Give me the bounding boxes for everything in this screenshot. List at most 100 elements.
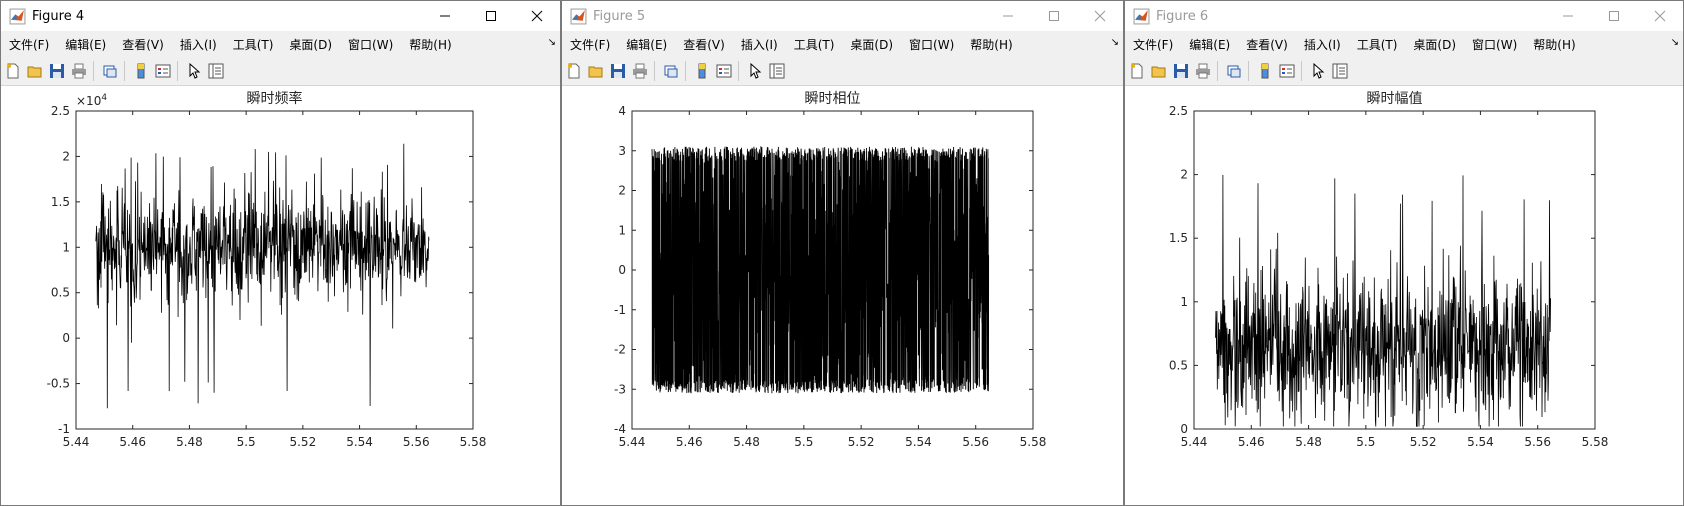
close-button[interactable] bbox=[1077, 1, 1123, 31]
figure-canvas[interactable]: 5.44 5.46 5.48 5.5 5.52 5.54 5.56 5.58 -1 -0.5 0 0.… bbox=[1, 86, 560, 505]
minimize-button[interactable] bbox=[985, 1, 1031, 31]
open-file-button[interactable] bbox=[1149, 61, 1169, 81]
insert-legend-button[interactable] bbox=[153, 61, 173, 81]
y-tick-label: 1.5 bbox=[1169, 231, 1188, 245]
menu-edit[interactable]: 编辑(E) bbox=[1189, 37, 1231, 52]
menu-view[interactable]: 查看(V) bbox=[683, 37, 725, 52]
y-tick-label: 4 bbox=[618, 104, 626, 118]
link-plot-button[interactable] bbox=[1224, 61, 1244, 81]
open-file-icon bbox=[27, 66, 42, 78]
property-inspector-button[interactable] bbox=[206, 61, 226, 81]
menu-bar: 文件(F) 编辑(E) 查看(V) 插入(I) 工具(T) 桌面(D) 窗口(W… bbox=[1125, 32, 1683, 56]
menu-help[interactable]: 帮助(H) bbox=[970, 37, 1013, 52]
save-button[interactable] bbox=[1171, 61, 1191, 81]
x-tick-label: 5.56 bbox=[1524, 435, 1551, 449]
new-figure-button[interactable] bbox=[1127, 61, 1147, 81]
menu-view[interactable]: 查看(V) bbox=[1246, 37, 1288, 52]
x-tick-label: 5.58 bbox=[1020, 435, 1047, 449]
menu-tools[interactable]: 工具(T) bbox=[793, 37, 835, 52]
menu-window[interactable]: 窗口(W) bbox=[909, 37, 955, 52]
title-bar[interactable]: Figure 6 bbox=[1125, 1, 1683, 31]
title-bar[interactable]: Figure 5 bbox=[562, 1, 1123, 31]
open-file-button[interactable] bbox=[25, 61, 45, 81]
insert-legend-button[interactable] bbox=[1277, 61, 1297, 81]
edit-plot-button[interactable] bbox=[184, 61, 204, 81]
x-tick-label: 5.46 bbox=[1238, 435, 1265, 449]
figure-canvas[interactable]: 5.44 5.46 5.48 5.5 5.52 5.54 5.56 5.58 -4 -3 -2 -1 0… bbox=[562, 86, 1123, 505]
link-plot-button[interactable] bbox=[100, 61, 120, 81]
y-tick-label: 0.5 bbox=[1169, 358, 1188, 372]
property-inspector-icon bbox=[769, 63, 785, 79]
toolbar-separator bbox=[1217, 61, 1218, 81]
series-line bbox=[1215, 174, 1551, 427]
menu-insert[interactable]: 插入(I) bbox=[179, 37, 217, 52]
figure-window-3: Figure 6 文件(F) 编辑(E) 查看(V) 插入(I) 工具(T) 桌… bbox=[1124, 0, 1684, 506]
x-tick-label: 5.54 bbox=[905, 435, 932, 449]
save-button[interactable] bbox=[47, 61, 67, 81]
menu-file[interactable]: 文件(F) bbox=[570, 37, 611, 52]
toolbar-separator bbox=[124, 61, 125, 81]
menu-bar: 文件(F) 编辑(E) 查看(V) 插入(I) 工具(T) 桌面(D) 窗口(W… bbox=[562, 32, 1123, 56]
x-tick-label: 5.5 bbox=[1356, 435, 1375, 449]
new-figure-button[interactable] bbox=[564, 61, 584, 81]
x-tick-label: 5.54 bbox=[346, 435, 373, 449]
menu-file[interactable]: 文件(F) bbox=[9, 37, 50, 52]
menu-edit[interactable]: 编辑(E) bbox=[626, 37, 668, 52]
print-button[interactable] bbox=[630, 61, 650, 81]
print-button[interactable] bbox=[69, 61, 89, 81]
save-icon bbox=[1174, 64, 1188, 78]
print-button[interactable] bbox=[1193, 61, 1213, 81]
menu-tools[interactable]: 工具(T) bbox=[232, 37, 274, 52]
y-tick-label: -1 bbox=[58, 422, 70, 436]
insert-colorbar-button[interactable] bbox=[131, 61, 151, 81]
matlab-icon bbox=[9, 8, 26, 24]
dock-arrow-icon[interactable]: ↘ bbox=[547, 37, 556, 48]
menu-desktop[interactable]: 桌面(D) bbox=[289, 37, 333, 52]
new-figure-button[interactable] bbox=[3, 61, 23, 81]
insert-legend-button[interactable] bbox=[714, 61, 734, 81]
save-button[interactable] bbox=[608, 61, 628, 81]
menu-window[interactable]: 窗口(W) bbox=[348, 37, 394, 52]
dock-arrow-icon[interactable]: ↘ bbox=[1110, 37, 1119, 48]
menu-edit[interactable]: 编辑(E) bbox=[65, 37, 107, 52]
menu-help[interactable]: 帮助(H) bbox=[1533, 37, 1576, 52]
menu-tools[interactable]: 工具(T) bbox=[1356, 37, 1398, 52]
menu-file[interactable]: 文件(F) bbox=[1133, 37, 1174, 52]
menu-help[interactable]: 帮助(H) bbox=[409, 37, 452, 52]
figure-canvas[interactable]: 5.44 5.46 5.48 5.5 5.52 5.54 5.56 5.58 0 0.5 1 1.5 2… bbox=[1125, 86, 1683, 505]
edit-plot-button[interactable] bbox=[1308, 61, 1328, 81]
y-exponent-power: 4 bbox=[101, 93, 107, 103]
edit-plot-icon bbox=[189, 63, 201, 79]
dock-arrow-icon[interactable]: ↘ bbox=[1670, 37, 1679, 48]
close-button[interactable] bbox=[514, 1, 560, 31]
open-file-button[interactable] bbox=[586, 61, 606, 81]
maximize-button[interactable] bbox=[1031, 1, 1077, 31]
property-inspector-button[interactable] bbox=[1330, 61, 1350, 81]
matlab-icon bbox=[570, 8, 587, 24]
y-tick-label: 0 bbox=[1180, 422, 1188, 436]
insert-legend-icon bbox=[155, 64, 171, 78]
menu-view[interactable]: 查看(V) bbox=[122, 37, 164, 52]
line-chart: 5.44 5.46 5.48 5.5 5.52 5.54 5.56 5.58 0 0.5 1 1.5 2… bbox=[1169, 91, 1608, 449]
x-tick-label: 5.44 bbox=[1181, 435, 1208, 449]
menu-window[interactable]: 窗口(W) bbox=[1472, 37, 1518, 52]
maximize-button[interactable] bbox=[1591, 1, 1637, 31]
figure-window-2: Figure 5 文件(F) 编辑(E) 查看(V) 插入(I) 工具(T) 桌… bbox=[561, 0, 1124, 506]
menu-desktop[interactable]: 桌面(D) bbox=[1413, 37, 1457, 52]
menu-insert[interactable]: 插入(I) bbox=[1303, 37, 1341, 52]
minimize-button[interactable] bbox=[1545, 1, 1591, 31]
menu-insert[interactable]: 插入(I) bbox=[740, 37, 778, 52]
property-inspector-button[interactable] bbox=[767, 61, 787, 81]
insert-colorbar-button[interactable] bbox=[1255, 61, 1275, 81]
insert-colorbar-button[interactable] bbox=[692, 61, 712, 81]
toolbar bbox=[562, 57, 1123, 86]
close-button[interactable] bbox=[1637, 1, 1683, 31]
y-tick-label: 1 bbox=[62, 240, 70, 254]
edit-plot-button[interactable] bbox=[745, 61, 765, 81]
minimize-button[interactable] bbox=[422, 1, 468, 31]
maximize-button[interactable] bbox=[468, 1, 514, 31]
y-tick-label: 0 bbox=[618, 263, 626, 277]
menu-desktop[interactable]: 桌面(D) bbox=[850, 37, 894, 52]
title-bar[interactable]: Figure 4 bbox=[1, 1, 560, 31]
link-plot-button[interactable] bbox=[661, 61, 681, 81]
